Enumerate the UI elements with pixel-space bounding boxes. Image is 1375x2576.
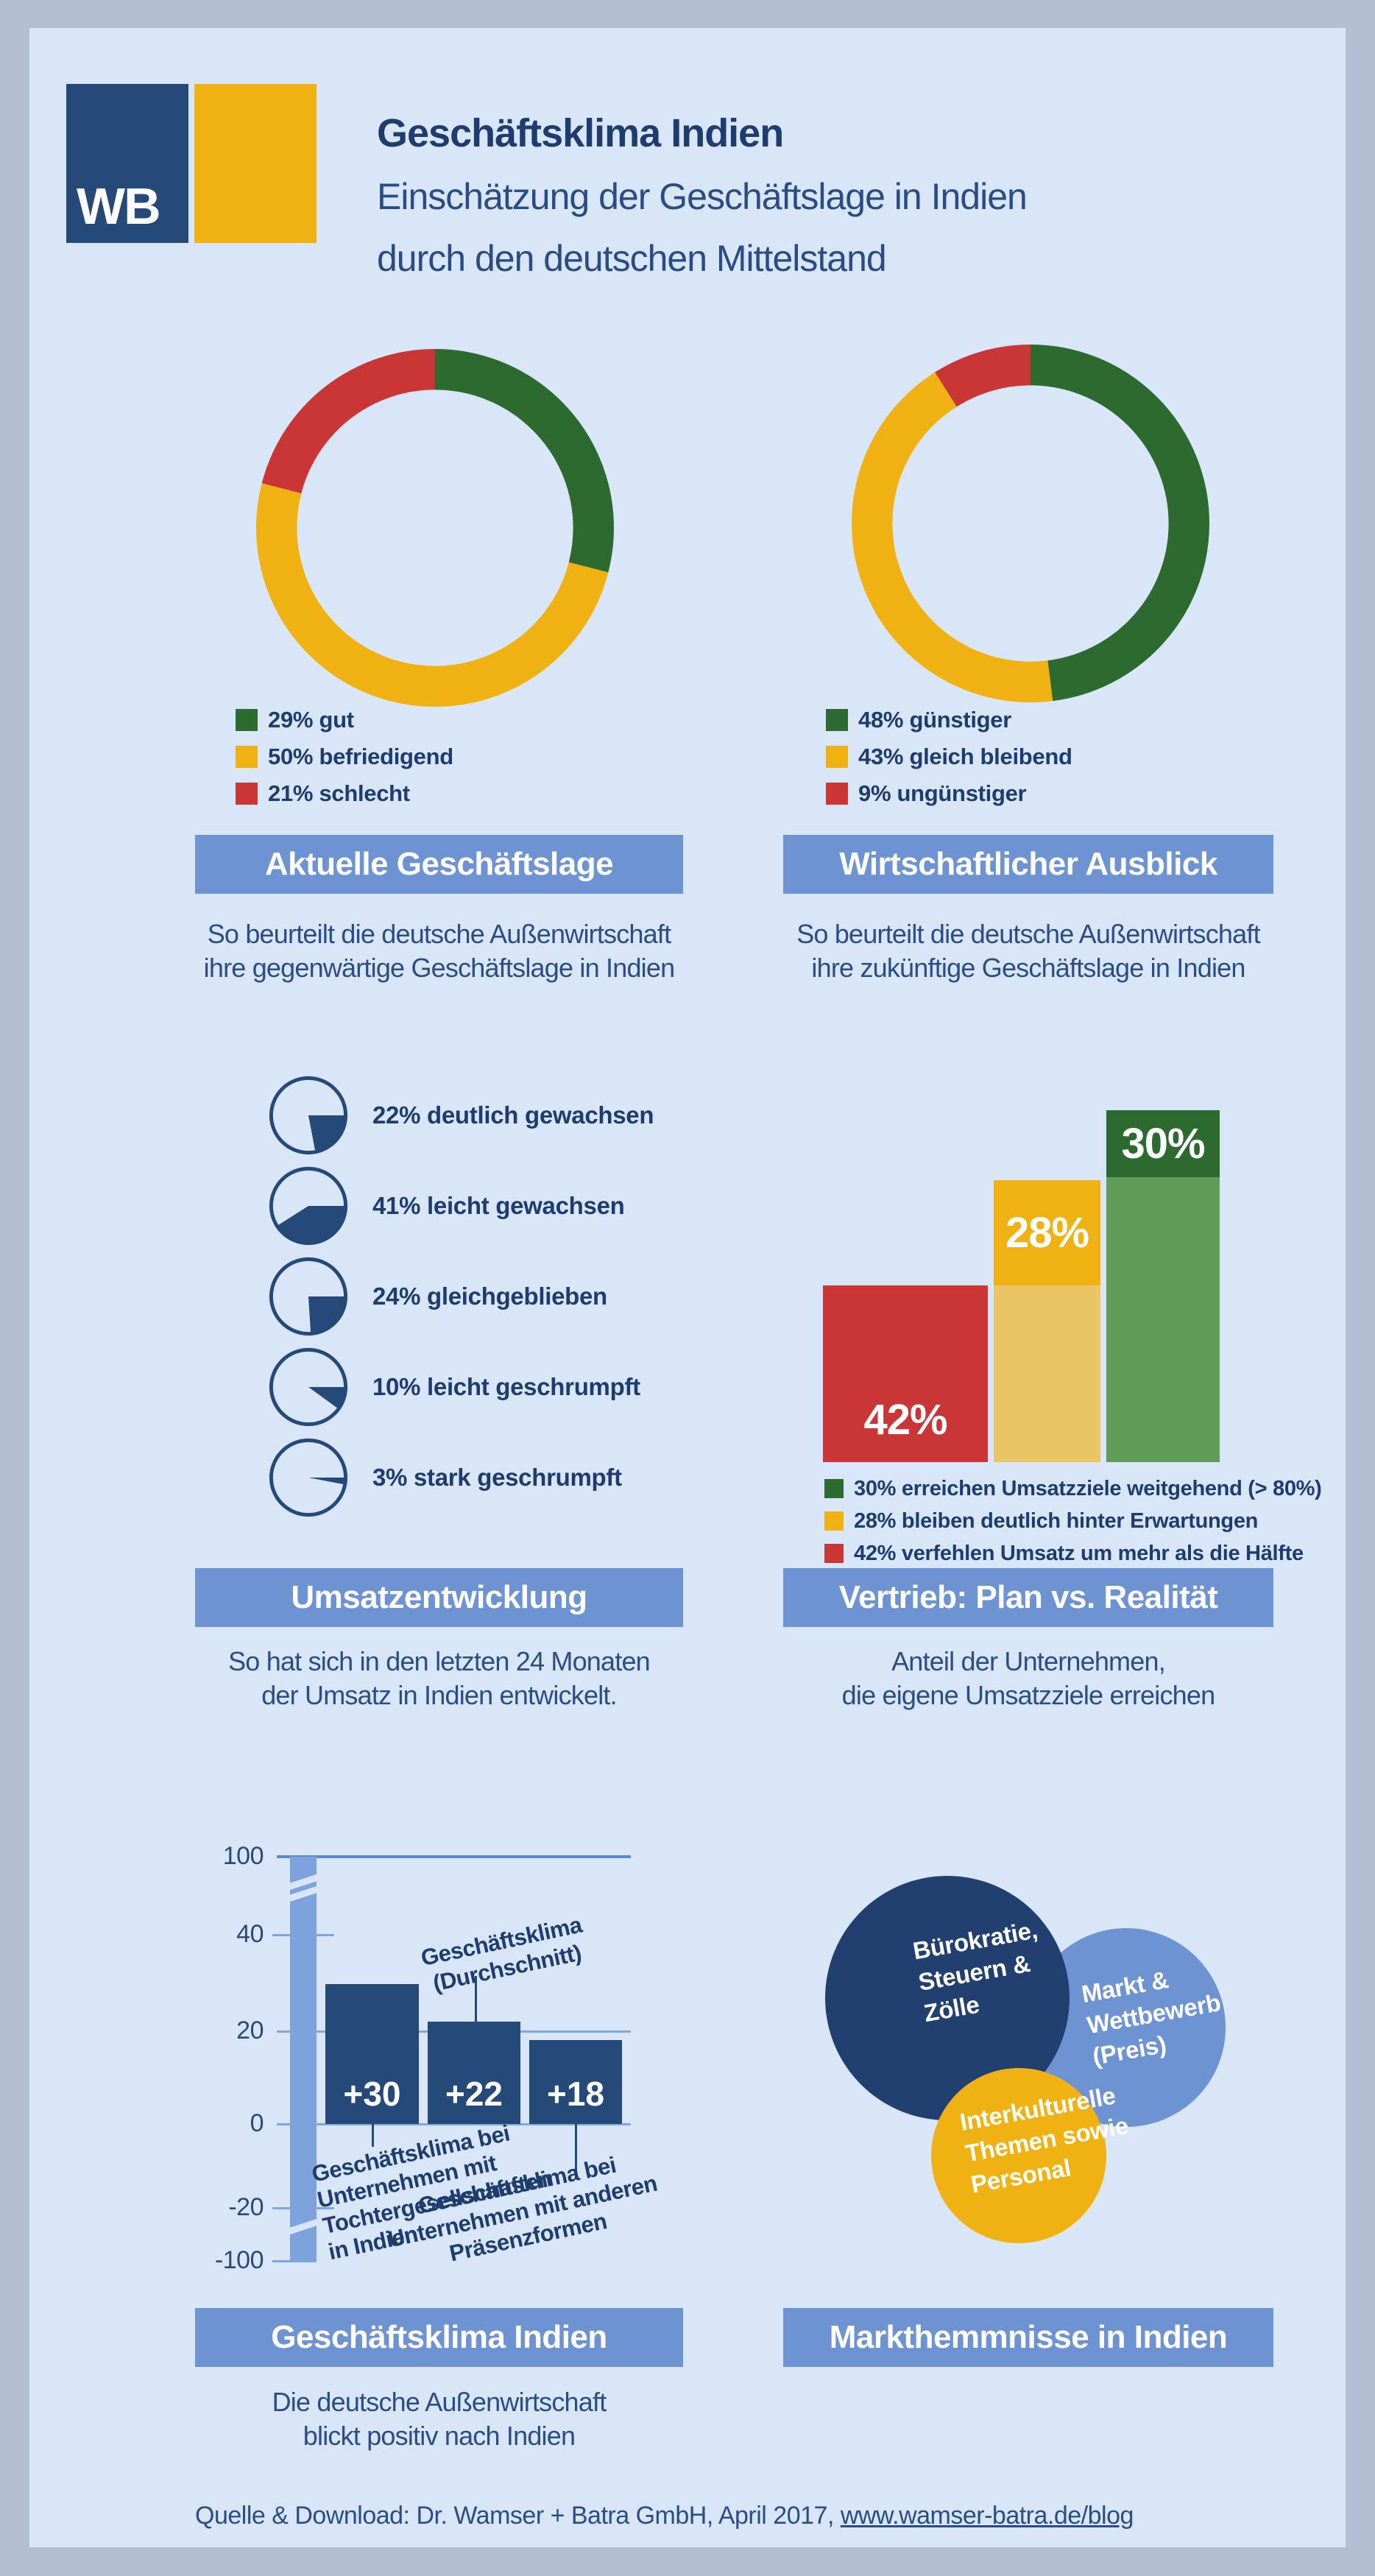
pie-label: 24% gleichgeblieben xyxy=(372,1282,607,1310)
legend-item: 28% bleiben deutlich hinter Erwartungen xyxy=(824,1506,1258,1536)
desc-ausblick: So beurteilt die deutsche Außenwirtschaf… xyxy=(783,917,1273,985)
legend-label: 29% gut xyxy=(268,707,354,733)
desc-line: Die deutsche Außenwirtschaft xyxy=(272,2387,607,2417)
donut-chart-svg xyxy=(256,349,614,707)
legend-swatch-yellow xyxy=(826,746,848,768)
pie-icon-41 xyxy=(268,1165,349,1246)
desc-klima: Die deutsche Außenwirtschaft blickt posi… xyxy=(195,2385,683,2453)
banner-umsatzentwicklung: Umsatzentwicklung xyxy=(195,1568,683,1627)
banner-geschaeftsklima-indien: Geschäftsklima Indien xyxy=(195,2308,683,2367)
legend-item: 29% gut xyxy=(236,705,354,735)
logo-blue-square: WB xyxy=(66,84,188,243)
footer-source: Quelle & Download: Dr. Wamser + Batra Gm… xyxy=(195,2502,1134,2530)
banner-markthemmnisse: Markthemmnisse in Indien xyxy=(783,2308,1273,2367)
umsatz-row: 3% stark geschrumpft xyxy=(268,1437,622,1518)
legend-label: 21% schlecht xyxy=(268,780,410,806)
legend-item: 42% verfehlen Umsatz um mehr als die Häl… xyxy=(824,1539,1304,1568)
legend-swatch-green xyxy=(826,709,848,731)
page-title: Geschäftsklima Indien xyxy=(377,111,784,155)
desc-line: die eigene Umsatzziele erreichen xyxy=(841,1680,1215,1710)
banner-vertrieb: Vertrieb: Plan vs. Realität xyxy=(783,1568,1273,1627)
pie-icon-10 xyxy=(268,1347,349,1428)
desc-aktuelle: So beurteilt die deutsche Außenwirtschaf… xyxy=(195,917,683,985)
legend-item: 21% schlecht xyxy=(236,779,410,808)
pie-label: 22% deutlich gewachsen xyxy=(372,1101,654,1129)
desc-umsatz: So hat sich in den letzten 24 Monaten de… xyxy=(195,1645,683,1712)
desc-line: ihre zukünftige Geschäftslage in Indien xyxy=(811,953,1245,983)
legend-label: 30% erreichen Umsatzziele weitgehend (> … xyxy=(854,1476,1322,1500)
legend-swatch-yellow xyxy=(824,1511,844,1531)
pie-icon-22 xyxy=(268,1075,349,1156)
legend-item: 30% erreichen Umsatzziele weitgehend (> … xyxy=(824,1474,1322,1503)
legend-swatch-red xyxy=(236,783,258,805)
footer-link[interactable]: www.wamser-batra.de/blog xyxy=(840,2502,1134,2530)
legend-item: 48% günstiger xyxy=(826,705,1011,735)
desc-line: der Umsatz in Indien entwickelt. xyxy=(261,1680,617,1710)
pie-label: 10% leicht geschrumpft xyxy=(372,1373,640,1400)
donut-chart-ausblick xyxy=(852,345,1209,702)
legend-swatch-green xyxy=(236,709,258,731)
logo-wb-text: WB xyxy=(77,177,161,235)
umsatz-row: 41% leicht gewachsen xyxy=(268,1165,625,1246)
legend-item: 9% ungünstiger xyxy=(826,779,1027,808)
umsatz-row: 24% gleichgeblieben xyxy=(268,1256,607,1337)
legend-swatch-red xyxy=(824,1544,844,1563)
banner-wirtschaftlicher-ausblick: Wirtschaftlicher Ausblick xyxy=(783,835,1273,894)
legend-item: 43% gleich bleibend xyxy=(826,742,1072,772)
desc-line: So hat sich in den letzten 24 Monaten xyxy=(228,1646,651,1676)
legend-label: 43% gleich bleibend xyxy=(858,744,1072,769)
donut-chart-svg xyxy=(852,345,1209,702)
pie-label: 41% leicht gewachsen xyxy=(372,1192,625,1219)
legend-label: 28% bleiben deutlich hinter Erwartungen xyxy=(854,1508,1259,1533)
pie-icon-3 xyxy=(268,1437,349,1518)
page-subtitle-line1: Einschätzung der Geschäftslage in Indien xyxy=(377,176,1028,217)
legend-item: 50% befriedigend xyxy=(236,742,453,772)
legend-swatch-green xyxy=(824,1479,844,1498)
donut-chart-aktuelle xyxy=(256,349,614,707)
banner-aktuelle-geschaeftslage: Aktuelle Geschäftslage xyxy=(195,835,683,894)
pie-icon-24 xyxy=(268,1256,349,1337)
legend-label: 42% verfehlen Umsatz um mehr als die Häl… xyxy=(854,1541,1304,1565)
legend-label: 50% befriedigend xyxy=(268,744,453,769)
legend-swatch-red xyxy=(826,783,848,805)
desc-vertrieb: Anteil der Unternehmen, die eigene Umsat… xyxy=(783,1645,1273,1712)
desc-line: Anteil der Unternehmen, xyxy=(891,1646,1166,1676)
desc-line: So beurteilt die deutsche Außenwirtschaf… xyxy=(207,919,671,949)
legend-swatch-yellow xyxy=(236,746,258,768)
desc-line: So beurteilt die deutsche Außenwirtschaf… xyxy=(796,919,1260,949)
footer-text: Quelle & Download: Dr. Wamser + Batra Gm… xyxy=(195,2502,841,2530)
bubble-text: Interkulturelle Themen sowie Personal xyxy=(958,2081,1131,2198)
desc-line: ihre gegenwärtige Geschäftslage in Indie… xyxy=(203,953,675,983)
logo-yellow-square xyxy=(194,84,317,243)
umsatz-row: 10% leicht geschrumpft xyxy=(268,1347,640,1428)
legend-label: 48% günstiger xyxy=(858,707,1011,733)
umsatz-row: 22% deutlich gewachsen xyxy=(268,1075,654,1156)
legend-label: 9% ungünstiger xyxy=(858,780,1027,806)
pie-label: 3% stark geschrumpft xyxy=(372,1464,622,1491)
bubble-interkulturelle: Interkulturelle Themen sowie Personal xyxy=(931,2068,1130,2243)
page-subtitle-line2: durch den deutschen Mittelstand xyxy=(377,238,887,279)
desc-line: blickt positiv nach Indien xyxy=(303,2421,576,2451)
